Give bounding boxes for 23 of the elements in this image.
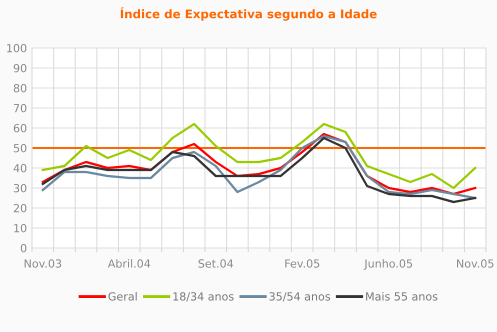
- y-tick-label: 100: [7, 44, 26, 52]
- line-series: [42, 122, 476, 190]
- y-tick-label: 90: [14, 64, 26, 72]
- legend-label: Geral: [108, 292, 137, 301]
- y-tick-label: 70: [14, 104, 26, 112]
- y-tick-label: 60: [14, 124, 26, 132]
- y-tick-label: 50: [14, 144, 26, 152]
- y-tick-label: 80: [14, 84, 26, 92]
- y-tick-label: 20: [14, 204, 26, 212]
- y-tick-label: 10: [14, 224, 26, 232]
- y-tick-label: 30: [14, 184, 26, 192]
- y-tick-label: 0: [20, 244, 26, 252]
- legend-label: 35/54 anos: [269, 292, 330, 302]
- x-tick-label: Nov.05: [457, 259, 494, 268]
- x-tick-label: Junho.05: [364, 259, 412, 270]
- x-tick-label: Abril.04: [108, 259, 150, 268]
- x-tick-label: Fev.05: [285, 259, 320, 268]
- x-tick-label: Nov.03: [24, 259, 62, 268]
- x-tick-label: Set.04: [198, 259, 234, 268]
- y-tick-label: 40: [14, 164, 26, 172]
- chart-title: Índice de Expectativa segundo a Idade: [120, 7, 377, 21]
- legend-label: Mais 55 anos: [366, 292, 438, 301]
- legend-label: 18/34 anos: [173, 292, 234, 302]
